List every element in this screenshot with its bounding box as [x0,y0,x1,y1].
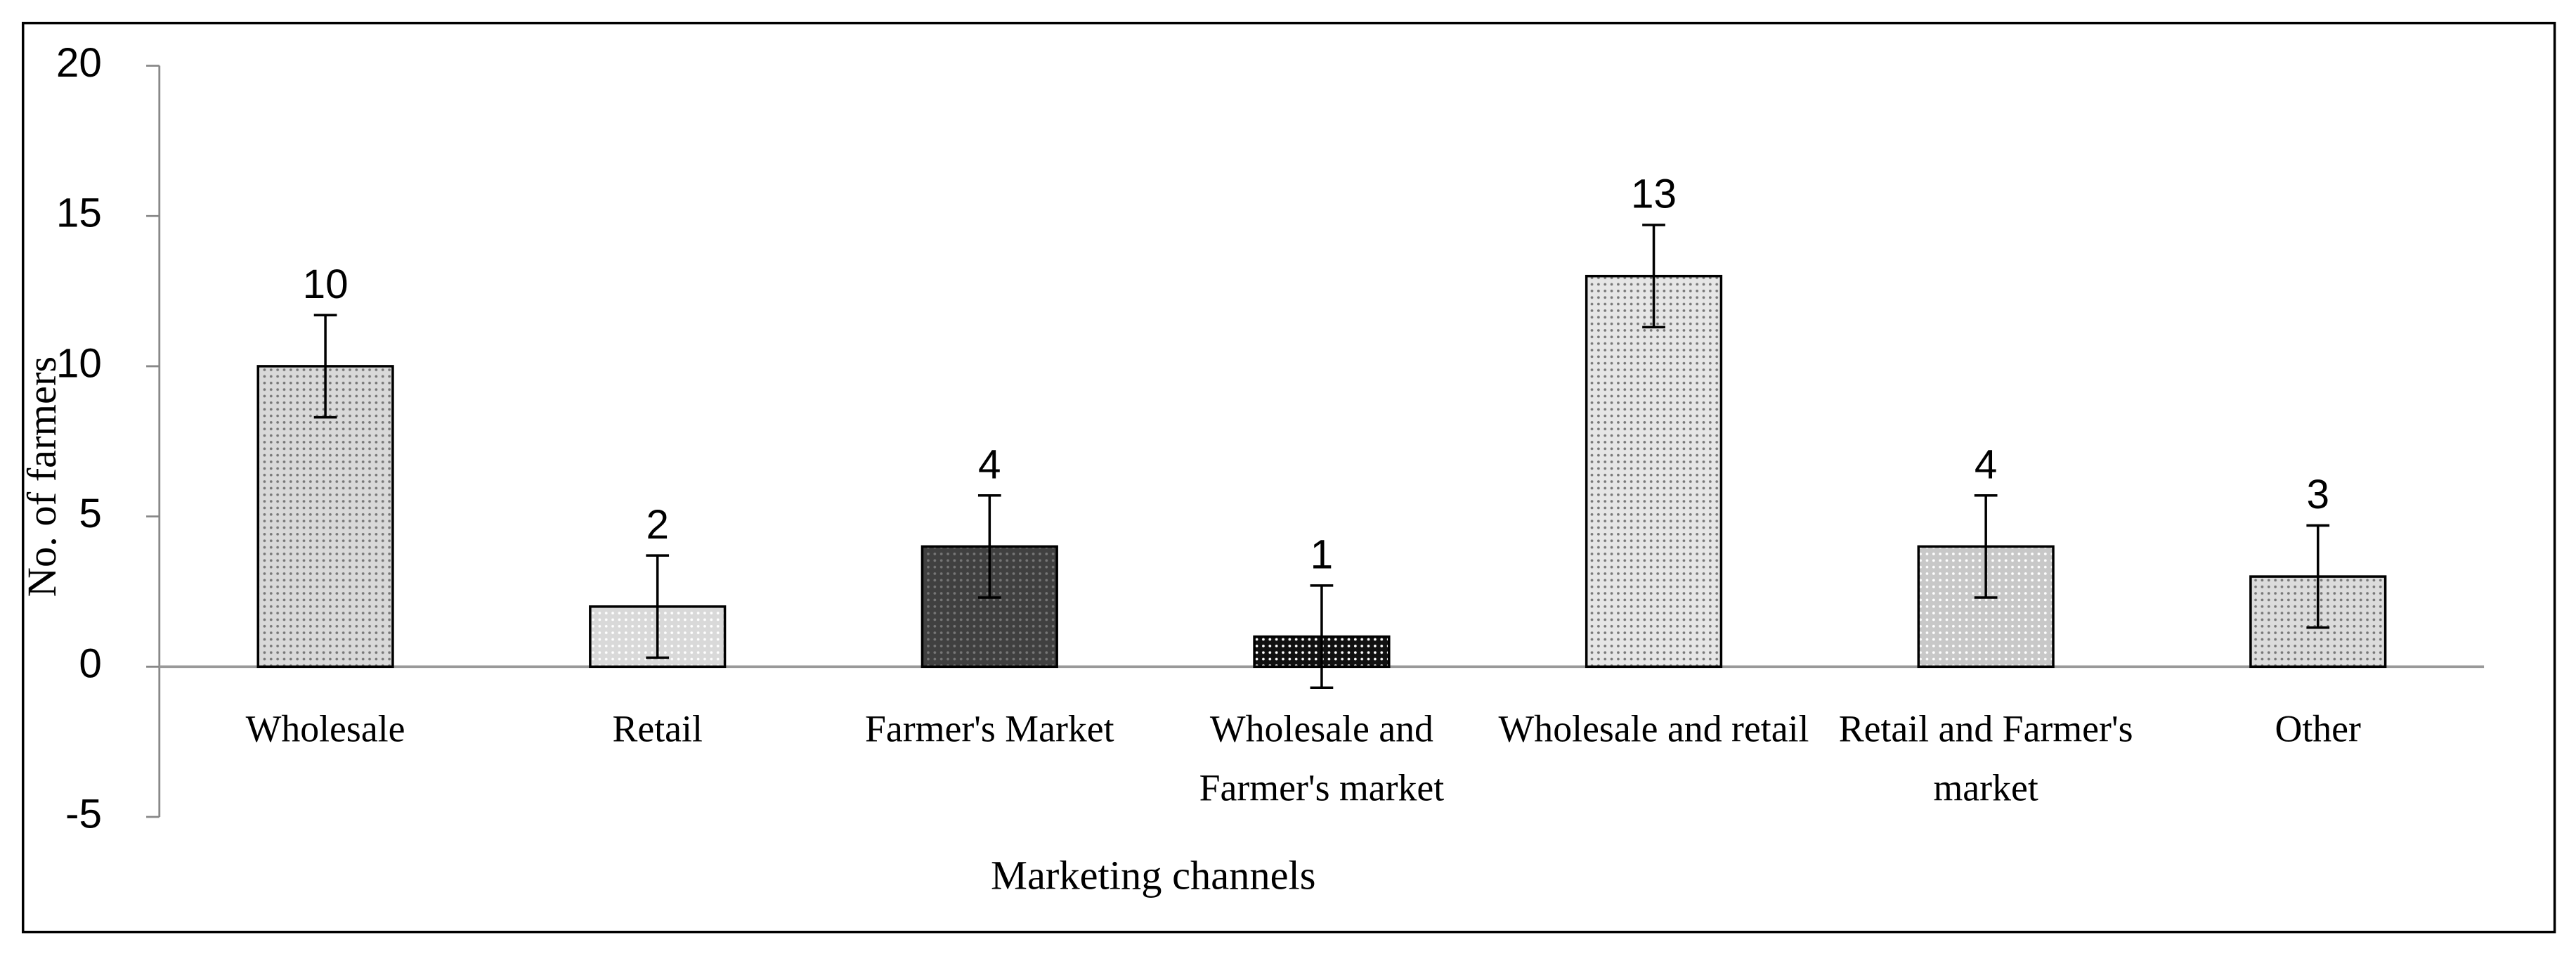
x-tick-label-box: Farmer's Market [864,708,1114,750]
x-tick-label: Retail [612,708,703,750]
y-tick-label: 20 [56,40,102,86]
x-tick-label: Wholesale and retail [1498,708,1809,750]
x-axis-title: Marketing channels [991,852,1315,898]
x-tick-label: Wholesale and Farmer's market [1199,708,1445,809]
y-tick-label: -5 [65,791,102,837]
y-tick-label: 0 [79,641,102,687]
x-tick-label: Farmer's Market [864,708,1114,750]
data-label: 4 [1975,441,1998,487]
y-tick-label: 15 [56,191,102,236]
chart-border [21,21,2556,934]
x-tick-label: Other [2275,708,2361,750]
data-label: 13 [1631,172,1677,217]
bar [1585,274,1723,669]
x-tick-label: Wholesale [245,708,405,750]
data-label: 2 [646,502,669,548]
data-label: 4 [978,441,1001,487]
y-tick-label: 5 [79,491,102,536]
x-tick-label-box: Retail and Farmer's market [1838,708,2133,809]
y-tick-label: 10 [56,340,102,386]
x-tick-label-box: Wholesale and retail [1498,708,1809,750]
x-tick-label-box: Other [2275,708,2361,750]
x-tick-label-box: Wholesale and Farmer's market [1199,708,1445,809]
x-tick-label: Retail and Farmer's market [1838,708,2133,809]
x-tick-label-box: Wholesale [245,708,405,750]
x-tick-label-box: Retail [612,708,703,750]
data-label: 10 [303,262,349,307]
data-label: 3 [2307,472,2330,517]
data-label: 1 [1310,532,1334,578]
y-axis-title: No. of farmers [19,356,65,597]
